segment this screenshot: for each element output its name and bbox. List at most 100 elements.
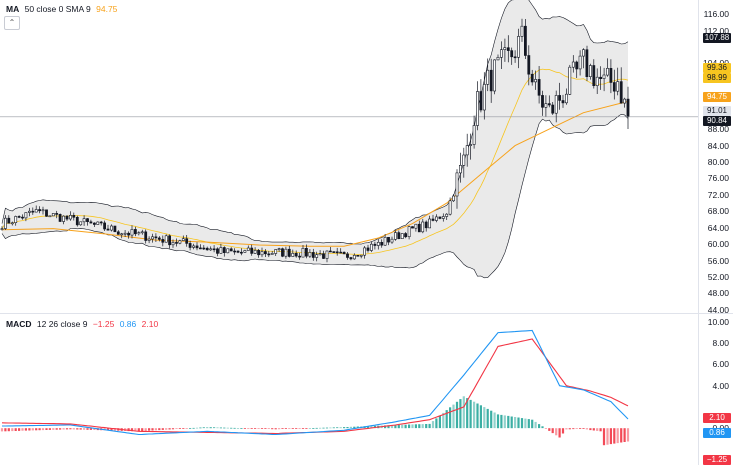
macd-legend-name: MACD <box>6 319 32 329</box>
candle-body <box>171 242 175 246</box>
macd-histogram-bar <box>462 396 465 429</box>
macd-tag: 0.86 <box>703 428 731 438</box>
candle-body <box>175 242 178 244</box>
candle-body <box>482 84 486 111</box>
macd-histogram-bar <box>240 428 243 429</box>
candle-body <box>17 216 21 218</box>
macd-histogram-bar <box>589 428 592 431</box>
candle-body <box>588 65 592 77</box>
candle-body <box>0 228 4 230</box>
macd-histogram-bar <box>408 424 411 429</box>
macd-histogram-bar <box>175 428 178 429</box>
macd-histogram-bar <box>315 427 318 429</box>
macd-histogram-bar <box>425 424 428 429</box>
candle-body <box>342 251 346 255</box>
macd-histogram-bar <box>585 428 588 430</box>
macd-histogram-bar <box>254 428 257 429</box>
price-tag: 94.75 <box>703 92 731 102</box>
candle-body <box>240 251 243 254</box>
candle-body <box>438 216 442 219</box>
candle-body <box>411 226 414 229</box>
candle-body <box>308 252 312 257</box>
macd-histogram-bar <box>469 399 472 429</box>
macd-histogram-bar <box>312 428 315 429</box>
candle-body <box>534 79 538 83</box>
candle-body <box>349 257 353 260</box>
collapse-legend-button[interactable]: ⌃ <box>4 16 20 30</box>
macd-histogram-bar <box>452 404 455 429</box>
macd-histogram-bar <box>52 428 55 430</box>
candle-body <box>7 217 11 224</box>
price-axis-label: 60.00 <box>707 239 729 250</box>
candle-body <box>561 100 565 104</box>
candle-body <box>325 250 329 259</box>
macd-histogram-bar <box>353 426 356 429</box>
candle-body <box>41 209 45 212</box>
macd-histogram-bar <box>322 427 325 429</box>
macd-histogram-bar <box>455 401 459 429</box>
candle-body <box>489 69 493 92</box>
macd-histogram-bar <box>384 425 387 429</box>
candle-body <box>243 250 247 253</box>
macd-histogram-bar <box>298 428 301 429</box>
macd-histogram-bar <box>544 428 547 429</box>
candle-body <box>390 238 394 243</box>
macd-histogram-bar <box>325 427 329 429</box>
candle-body <box>458 165 462 174</box>
candle-body <box>212 248 216 251</box>
candle-body <box>229 248 233 252</box>
candle-body <box>407 226 411 238</box>
candle-body <box>578 55 582 70</box>
candle-body <box>322 253 325 259</box>
macd-histogram-bar <box>219 427 222 429</box>
candle-body <box>106 228 110 231</box>
candle-body <box>65 215 69 220</box>
macd-histogram-bar <box>561 428 565 434</box>
candle-body <box>205 247 209 251</box>
macd-histogram-bar <box>534 421 537 429</box>
candle-body <box>380 242 384 246</box>
macd-histogram-bar <box>21 428 24 431</box>
macd-histogram-bar <box>394 425 397 429</box>
candle-body <box>226 248 230 254</box>
candle-body <box>479 91 483 111</box>
macd-histogram-bar <box>541 426 544 429</box>
candle-body <box>441 216 445 219</box>
ma-legend-name: MA <box>6 4 20 14</box>
macd-histogram-bar <box>548 428 551 431</box>
candle-body <box>199 247 202 250</box>
candle-body <box>503 47 507 51</box>
macd-histogram-bar <box>161 428 164 430</box>
macd-histogram-bar <box>148 428 151 431</box>
candle-body <box>195 245 199 249</box>
candle-body <box>253 250 257 254</box>
candle-body <box>222 247 226 253</box>
candle-body <box>335 251 339 254</box>
candle-body <box>626 98 630 117</box>
candle-body <box>250 247 254 254</box>
macd-histogram-bar <box>479 405 482 429</box>
macd-histogram-bar <box>11 428 14 432</box>
macd-histogram-bar <box>466 398 469 429</box>
macd-histogram-bar <box>620 428 623 443</box>
candle-body <box>585 49 589 78</box>
macd-histogram-bar <box>0 428 4 432</box>
macd-histogram-bar <box>202 427 205 429</box>
macd-histogram-bar <box>336 427 339 429</box>
macd-histogram-bar <box>264 428 267 429</box>
candle-body <box>445 213 449 217</box>
candle-body <box>558 95 562 101</box>
candle-body <box>274 249 278 254</box>
macd-histogram-bar <box>18 428 21 431</box>
candle-body <box>257 250 261 256</box>
macd-histogram-bar <box>165 428 168 430</box>
candle-body <box>434 216 438 221</box>
bollinger-band-fill <box>2 0 628 278</box>
candle-body <box>383 237 387 246</box>
macd-histogram-bar <box>575 428 578 429</box>
candle-body <box>332 251 336 253</box>
candle-body <box>48 215 52 218</box>
candle-body <box>315 254 319 258</box>
macd-histogram-bar <box>130 428 134 432</box>
